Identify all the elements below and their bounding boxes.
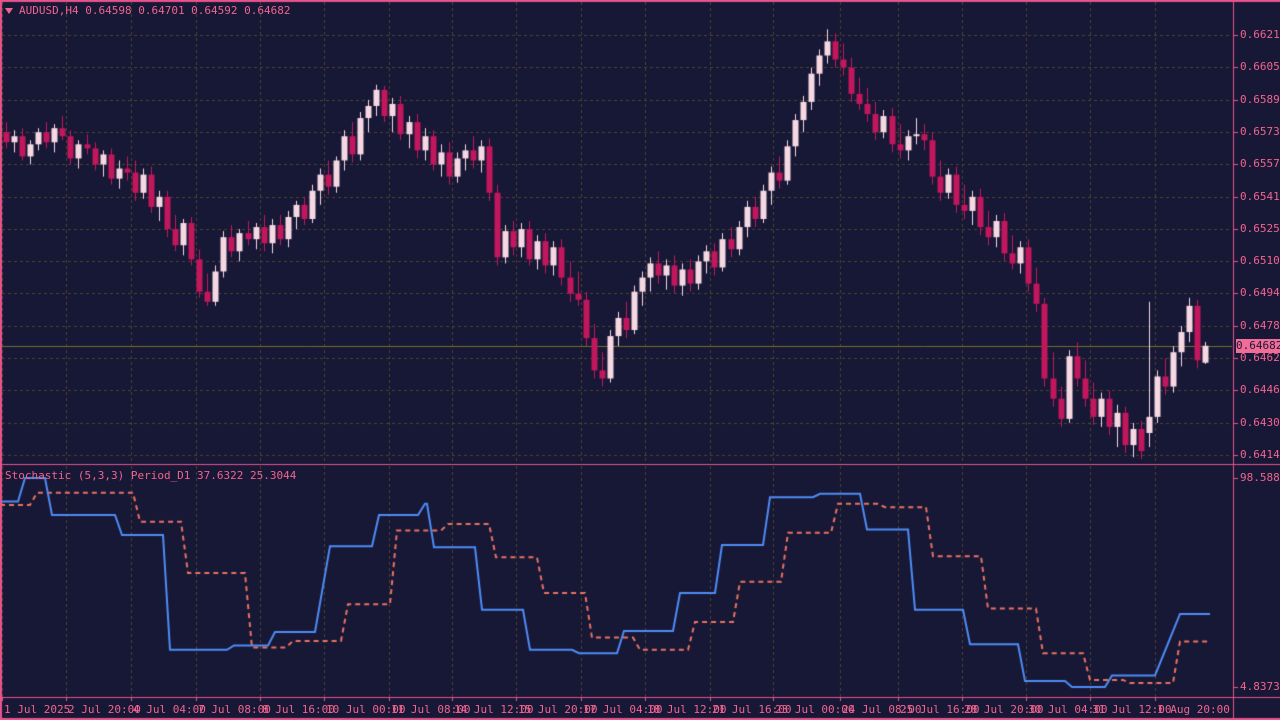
chevron-down-icon xyxy=(5,8,13,14)
stoch-axis-max-label: 98.5882 xyxy=(1240,471,1280,484)
time-axis-label: 10 Jul 00:00 xyxy=(326,703,406,716)
time-axis-label: 30 Jul 04:00 xyxy=(1028,703,1108,716)
stochastic-indicator-label: Stochastic (5,3,3) Period_D1 37.6322 25.… xyxy=(5,469,297,482)
time-axis-label: 14 Jul 12:00 xyxy=(454,703,534,716)
price-axis-label: 0.64140 xyxy=(1240,448,1280,461)
time-axis-label: 31 Jul 12:00 xyxy=(1092,703,1172,716)
time-axis-label: 24 Jul 08:00 xyxy=(842,703,922,716)
time-axis-label: 18 Jul 12:00 xyxy=(647,703,727,716)
time-axis-label: 17 Jul 04:00 xyxy=(583,703,663,716)
time-axis-label: 25 Jul 16:00 xyxy=(900,703,980,716)
price-axis-label: 0.66215 xyxy=(1240,28,1280,41)
price-axis-label: 0.65575 xyxy=(1240,157,1280,170)
price-axis-label: 0.65255 xyxy=(1240,222,1280,235)
chart-header: AUDUSD,H4 0.64598 0.64701 0.64592 0.6468… xyxy=(5,4,291,17)
current-price-badge: 0.64682 xyxy=(1236,339,1280,353)
time-axis-label: 28 Jul 20:00 xyxy=(964,703,1044,716)
time-axis-label: 2 Jul 20:00 xyxy=(68,703,141,716)
price-axis-label: 0.65895 xyxy=(1240,93,1280,106)
time-axis-label: 15 Jul 20:00 xyxy=(518,703,598,716)
time-axis-label: 23 Jul 00:00 xyxy=(775,703,855,716)
time-axis-label: 7 Jul 08:00 xyxy=(198,703,271,716)
time-axis-label: 21 Jul 16:00 xyxy=(712,703,792,716)
time-axis-label: 11 Jul 08:00 xyxy=(391,703,471,716)
time-axis-label: 1 Aug 20:00 xyxy=(1157,703,1230,716)
price-axis-label: 0.65735 xyxy=(1240,125,1280,138)
stoch-axis-min-label: 4.8373 xyxy=(1240,680,1280,693)
price-axis-label: 0.66055 xyxy=(1240,60,1280,73)
symbol-ohlc-label: AUDUSD,H4 0.64598 0.64701 0.64592 0.6468… xyxy=(19,4,291,17)
time-axis-label: 4 Jul 04:00 xyxy=(133,703,206,716)
price-axis-label: 0.65415 xyxy=(1240,190,1280,203)
time-axis-label: 1 Jul 2025 xyxy=(4,703,71,716)
time-axis-label: 8 Jul 16:00 xyxy=(262,703,335,716)
